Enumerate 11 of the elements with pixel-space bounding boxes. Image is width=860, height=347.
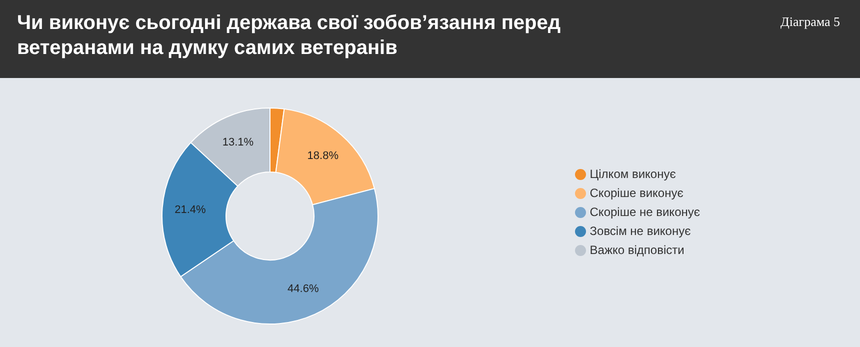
data-label: 44.6%: [288, 282, 319, 295]
text: Діаграма 5: [780, 14, 840, 30]
legend-label: Важко відповісти: [590, 243, 684, 257]
chart-title: Чи виконує сьогодні держава свої зобов’язання перед ветеранами на думку самих ветеранів: [17, 11, 562, 61]
legend-label: Цілком виконує: [590, 167, 676, 181]
data-label: 21.4%: [174, 204, 206, 216]
legend-label: Скоріше виконує: [590, 186, 684, 200]
data-label: 13.1%: [222, 136, 254, 149]
legend-label: Скоріше не виконує: [590, 205, 700, 219]
legend-label: Зовсім не виконує: [590, 224, 691, 238]
data-label: 18.8%: [307, 150, 339, 162]
